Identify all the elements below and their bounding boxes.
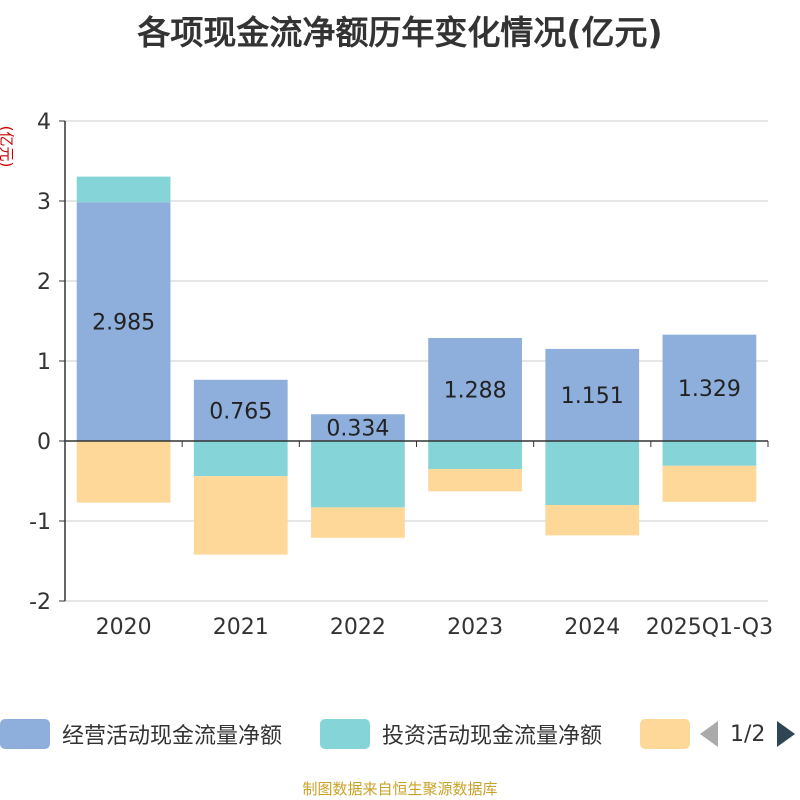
bar-2-2025Q1-Q3 [662,465,757,502]
y-tick-label: -2 [29,590,51,615]
chart-title: 各项现金流净额历年变化情况(亿元) [137,13,663,52]
legend: 经营活动现金流量净额 投资活动现金流量净额 1/2 [0,716,800,756]
x-tick-label: 2023 [447,615,503,640]
legend-swatch-investing [320,719,370,749]
bar-1-2020 [76,176,171,203]
bar-1-2025Q1-Q3 [662,441,757,466]
x-tick-label: 2025Q1-Q3 [646,615,773,640]
legend-pager: 1/2 [700,716,796,752]
bar-2-2021 [193,476,288,555]
bar-0-2020 [76,202,171,441]
bar-0-2025Q1-Q3 [662,334,757,441]
bar-1-2024 [545,441,640,505]
bar-0-2022 [311,414,405,441]
chart-plot: 2.985 0.765 0.334 1.288 1.151 1.329 -2 -1 0 1 2 3 4… [29,110,773,640]
y-tick-label: 1 [37,350,51,375]
x-tick-label: 2021 [213,615,269,640]
y-tick-label: 2 [37,270,51,295]
bar-0-2023 [428,337,522,441]
bar-1-2021 [193,441,288,477]
bar-0-2024 [545,348,640,441]
legend-item-financing[interactable] [640,716,690,752]
bar-2-2020 [76,441,171,503]
bar-1-2022 [311,441,405,508]
bar-value-label: 2.985 [92,311,155,336]
bar-value-label: 1.151 [561,384,624,409]
legend-swatch-financing [640,719,690,749]
legend-item-investing[interactable]: 投资活动现金流量净额 [320,716,602,752]
bar-0-2021 [193,379,288,441]
legend-next-page-icon[interactable] [777,721,796,747]
bar-2-2022 [311,507,405,538]
bar-value-label: 1.288 [444,378,507,403]
bar-value-label: 0.334 [326,417,389,442]
x-tick-label: 2024 [564,615,620,640]
y-tick-label: 4 [37,110,51,135]
legend-prev-page-icon[interactable] [700,721,718,747]
y-tick-label: 3 [37,190,51,215]
bar-value-label: 1.329 [678,377,741,402]
legend-label-operating: 经营活动现金流量净额 [62,724,283,749]
bar-2-2024 [545,505,640,536]
bar-1-2023 [428,441,522,469]
bar-value-label: 0.765 [209,399,272,424]
bar-2-2023 [428,469,522,492]
legend-swatch-operating [0,719,50,749]
legend-page-indicator: 1/2 [730,721,766,747]
data-source-note: 制图数据来自恒生聚源数据库 [302,780,498,798]
y-tick-label: -1 [29,510,51,535]
x-tick-label: 2020 [96,615,152,640]
y-tick-label: 0 [37,430,51,455]
legend-label-investing: 投资活动现金流量净额 [382,724,603,749]
legend-item-operating[interactable]: 经营活动现金流量净额 [0,716,282,752]
x-tick-label: 2022 [330,615,386,640]
